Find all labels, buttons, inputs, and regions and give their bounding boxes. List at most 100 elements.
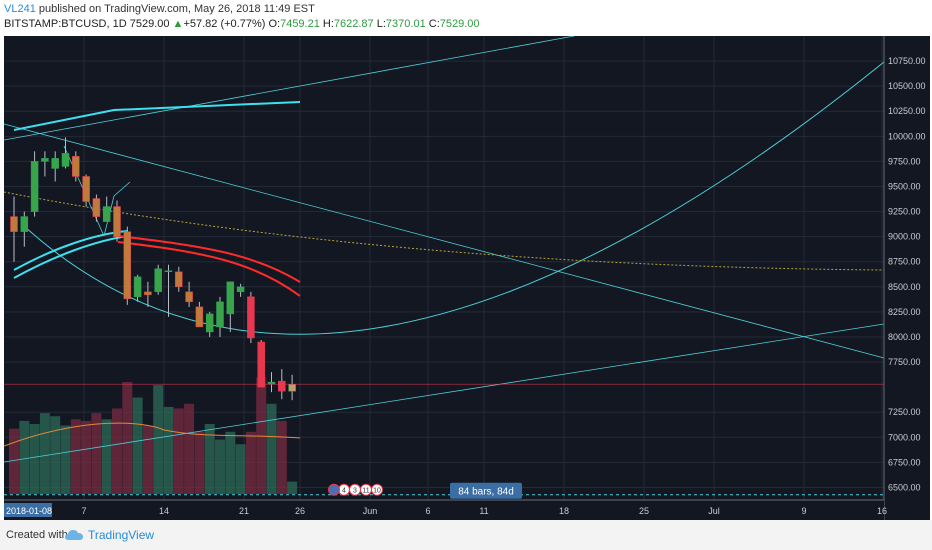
volume-bar — [101, 419, 112, 494]
volume-bar — [132, 397, 143, 494]
grid-lines — [4, 36, 884, 500]
y-tick-label: 7250.00 — [888, 407, 921, 417]
tradingview-brand-link[interactable]: TradingView — [88, 528, 155, 542]
volume-bar — [276, 420, 287, 494]
y-tick-label: 8000.00 — [888, 332, 921, 342]
y-tick-label: 7000.00 — [888, 432, 921, 442]
y-tick-label: 6750.00 — [888, 457, 921, 467]
y-tick-label: 8750.00 — [888, 257, 921, 267]
price-change: +57.82 (+0.77%) — [183, 18, 266, 30]
volume-bar — [245, 431, 256, 494]
close-value: 7529.00 — [439, 18, 480, 30]
candle-body — [72, 156, 80, 177]
candle-body — [185, 291, 193, 303]
volume-bar — [70, 419, 81, 494]
candle-body — [61, 153, 70, 167]
x-axis-panel — [4, 500, 884, 520]
y-tick-label: 7750.00 — [888, 357, 921, 367]
created-with-text: Created with — [6, 529, 68, 541]
candle-body — [51, 158, 59, 169]
publish-text: published on TradingView.com, May 26, 20… — [35, 3, 315, 15]
x-tick-date-box — [4, 503, 52, 517]
x-tick-label: Jul — [708, 506, 720, 516]
volume-bar — [225, 431, 236, 494]
trendline-descending[interactable] — [4, 123, 885, 359]
y-tick-label: 9000.00 — [888, 232, 921, 242]
price-chart[interactable]: 7529.006427.37 10750.0010500.0010250.001… — [4, 36, 930, 520]
x-tick-label: Jun — [363, 506, 378, 516]
event-marker-label: 4 — [342, 488, 346, 495]
candle-body — [216, 301, 224, 328]
x-tick-label: 25 — [639, 506, 649, 516]
symbol-label: BITSTAMP:BTCUSD, 1D — [4, 18, 127, 30]
candle-body — [144, 291, 152, 296]
ma-red-1 — [117, 235, 301, 283]
y-axis: 10750.00 10500.00 10250.00 10000.00 9750.00 9… — [883, 36, 930, 520]
y-tick-label: 10250.00 — [888, 106, 926, 116]
y-tick-label: 9500.00 — [888, 181, 921, 191]
volume-bar — [112, 408, 122, 494]
x-tick-label: 14 — [159, 506, 169, 516]
measure-box — [450, 482, 522, 499]
y-tick-label: 9750.00 — [888, 156, 921, 166]
candle-body — [288, 383, 296, 392]
footer-bar: Created with TradingView — [0, 520, 932, 550]
publish-line: VL241 published on TradingView.com, May … — [4, 2, 315, 16]
volume-bar — [19, 420, 30, 494]
trendline-ascending[interactable] — [4, 323, 885, 463]
y-tick-label: 6500.00 — [888, 482, 921, 492]
high-value: 7622.87 — [333, 18, 374, 30]
y-tick-label: 8500.00 — [888, 282, 921, 292]
low-label: L: — [376, 18, 386, 30]
volume-bar — [163, 406, 174, 494]
y-tick-label: 10750.00 — [888, 56, 926, 66]
candle-body — [195, 306, 204, 328]
y-tick-label: 10000.00 — [888, 131, 926, 141]
volume-bar — [81, 420, 92, 494]
candle-body — [257, 341, 265, 388]
volume-bar — [122, 382, 133, 494]
last-price: 7529.00 — [129, 18, 170, 30]
event-marker-label: 11 — [362, 488, 369, 495]
candle-body — [226, 281, 235, 315]
volume-bar — [29, 424, 40, 494]
author-link[interactable]: VL241 — [4, 3, 36, 15]
candle-body — [236, 286, 245, 293]
candle-body — [10, 216, 18, 232]
chart-labels: 84 bars, 84d 4 3 11 10 — [328, 482, 522, 499]
volume-bar — [204, 424, 215, 494]
y-axis-panel — [884, 36, 930, 520]
trendline-upper[interactable] — [4, 36, 575, 141]
volume-bar — [184, 403, 195, 494]
drawings — [4, 36, 885, 463]
candle-body — [102, 206, 111, 222]
x-tick-label: 18 — [559, 506, 569, 516]
x-tick-label: 9 — [801, 506, 806, 516]
high-label: H: — [322, 18, 334, 30]
candle-body — [164, 270, 173, 273]
candle-body — [154, 268, 162, 293]
ma-upper-cyan — [13, 101, 301, 131]
volume-bar — [194, 431, 205, 494]
x-tick-label: 6 — [425, 506, 430, 516]
event-marker-label: 3 — [353, 488, 357, 495]
volume-bar — [91, 413, 102, 494]
candle-body — [133, 276, 142, 298]
x-tick-label: 2018-01-08 — [6, 506, 52, 516]
volume-bar — [287, 481, 298, 494]
open-label: O: — [268, 18, 281, 30]
x-tick-label: 16 — [877, 506, 887, 516]
close-label: C: — [428, 18, 440, 30]
change-up-icon: ▲ — [172, 18, 184, 30]
ohlc-line: BITSTAMP:BTCUSD, 1D 7529.00 ▲+57.82 (+0.… — [4, 17, 480, 32]
low-value: 7370.01 — [385, 18, 426, 30]
open-value: 7459.21 — [280, 18, 320, 30]
candle-body — [123, 231, 132, 300]
y-tick-label: 9250.00 — [888, 207, 921, 217]
volume-bar — [235, 444, 246, 494]
arc-curve[interactable] — [23, 61, 885, 335]
volume-ma-orange — [4, 422, 301, 447]
x-tick-label: 7 — [81, 506, 86, 516]
volume-bar — [9, 428, 19, 494]
candle-body — [20, 216, 29, 232]
